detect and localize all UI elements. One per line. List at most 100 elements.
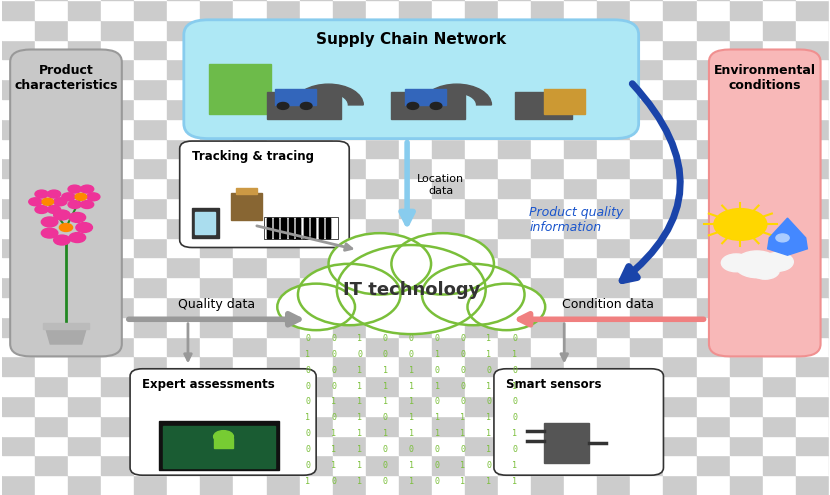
Bar bbox=[134, 297, 168, 317]
Bar bbox=[630, 198, 663, 218]
Text: 0: 0 bbox=[435, 461, 440, 470]
Bar bbox=[35, 0, 68, 20]
Bar bbox=[564, 59, 598, 79]
Bar bbox=[326, 218, 330, 238]
Bar bbox=[134, 158, 168, 178]
Bar bbox=[432, 178, 465, 198]
Bar bbox=[598, 20, 630, 40]
Bar bbox=[829, 99, 830, 119]
Text: 0: 0 bbox=[383, 445, 388, 454]
Text: 0: 0 bbox=[461, 334, 466, 343]
Bar bbox=[498, 475, 531, 495]
Text: Supply Chain Network: Supply Chain Network bbox=[316, 32, 506, 47]
Bar bbox=[663, 436, 696, 455]
Bar bbox=[730, 99, 763, 119]
Bar bbox=[531, 20, 564, 40]
Bar bbox=[796, 238, 829, 257]
Bar bbox=[101, 198, 134, 218]
Bar bbox=[233, 238, 266, 257]
Bar bbox=[200, 158, 233, 178]
Bar bbox=[598, 99, 630, 119]
Bar bbox=[399, 376, 432, 396]
Bar bbox=[233, 99, 266, 119]
Bar bbox=[300, 178, 333, 198]
Bar bbox=[300, 139, 333, 158]
Bar bbox=[730, 0, 763, 20]
Bar bbox=[366, 99, 399, 119]
Bar bbox=[134, 277, 168, 297]
Bar bbox=[763, 0, 796, 20]
Bar bbox=[300, 396, 333, 416]
Bar bbox=[829, 178, 830, 198]
Bar bbox=[465, 396, 498, 416]
Bar bbox=[168, 238, 200, 257]
Bar bbox=[333, 139, 366, 158]
Bar bbox=[2, 257, 35, 277]
Bar bbox=[630, 257, 663, 277]
Bar bbox=[200, 297, 233, 317]
Bar bbox=[2, 356, 35, 376]
Bar bbox=[531, 475, 564, 495]
Text: Product
characteristics: Product characteristics bbox=[14, 64, 118, 93]
Text: 1: 1 bbox=[461, 461, 466, 470]
Bar bbox=[730, 376, 763, 396]
Bar bbox=[266, 475, 300, 495]
Bar bbox=[304, 218, 308, 238]
Bar bbox=[101, 119, 134, 139]
Bar bbox=[663, 59, 696, 79]
Bar bbox=[598, 337, 630, 356]
Bar bbox=[326, 218, 330, 238]
Bar bbox=[168, 356, 200, 376]
Bar bbox=[168, 257, 200, 277]
Circle shape bbox=[735, 251, 779, 278]
Polygon shape bbox=[768, 218, 808, 255]
Bar bbox=[35, 79, 68, 99]
Bar bbox=[200, 178, 233, 198]
Bar bbox=[465, 139, 498, 158]
Bar bbox=[266, 257, 300, 277]
Bar bbox=[399, 218, 432, 238]
Text: 1: 1 bbox=[357, 397, 362, 406]
Text: 0: 0 bbox=[408, 350, 413, 359]
Bar bbox=[168, 99, 200, 119]
Bar bbox=[796, 0, 829, 20]
Bar bbox=[498, 178, 531, 198]
Bar bbox=[531, 356, 564, 376]
Bar bbox=[399, 337, 432, 356]
Circle shape bbox=[54, 210, 71, 220]
Bar bbox=[598, 119, 630, 139]
Bar bbox=[200, 20, 233, 40]
Bar bbox=[333, 396, 366, 416]
Bar bbox=[498, 218, 531, 238]
Bar bbox=[796, 198, 829, 218]
Bar bbox=[233, 20, 266, 40]
Bar bbox=[168, 158, 200, 178]
Bar bbox=[498, 356, 531, 376]
Bar bbox=[366, 257, 399, 277]
Bar bbox=[35, 119, 68, 139]
Bar bbox=[200, 40, 233, 59]
Bar bbox=[266, 119, 300, 139]
Bar bbox=[498, 337, 531, 356]
Bar bbox=[366, 238, 399, 257]
Bar bbox=[35, 297, 68, 317]
Bar bbox=[564, 317, 598, 337]
Bar bbox=[663, 317, 696, 337]
Bar bbox=[763, 59, 796, 79]
Text: 0: 0 bbox=[331, 350, 336, 359]
Bar bbox=[101, 436, 134, 455]
Bar bbox=[200, 238, 233, 257]
Bar bbox=[68, 158, 101, 178]
Bar bbox=[663, 396, 696, 416]
Bar bbox=[630, 20, 663, 40]
Bar bbox=[2, 119, 35, 139]
Polygon shape bbox=[46, 327, 86, 344]
Bar bbox=[564, 436, 598, 455]
Bar bbox=[696, 416, 730, 436]
Bar bbox=[630, 99, 663, 119]
Bar bbox=[630, 376, 663, 396]
Bar bbox=[399, 297, 432, 317]
Bar bbox=[2, 20, 35, 40]
Bar bbox=[134, 317, 168, 337]
Bar bbox=[281, 218, 286, 238]
